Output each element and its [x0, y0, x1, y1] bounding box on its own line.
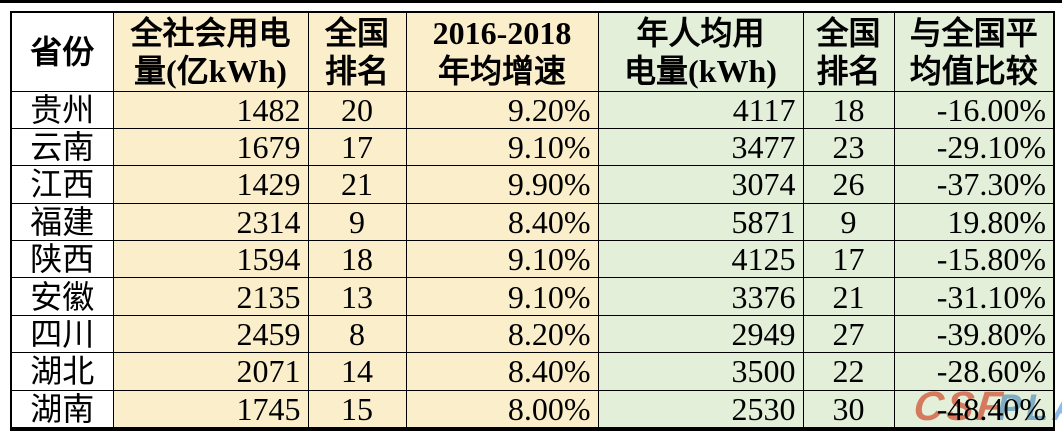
header-national-rank-1: 全国 排名 — [307, 11, 407, 92]
header-per-capita: 年人均用 电量(kWh) — [597, 11, 804, 92]
cell-per-capita: 4125 — [597, 240, 804, 279]
cell-total-consumption: 1594 — [112, 240, 309, 279]
cell-growth-rate: 9.10% — [405, 127, 599, 167]
cell-province: 四川 — [10, 314, 114, 354]
cell-growth-rate: 9.10% — [405, 240, 599, 279]
cell-total-consumption: 1482 — [112, 90, 309, 129]
cell-province: 贵州 — [10, 90, 114, 129]
cell-per-capita: 3500 — [597, 352, 804, 391]
cell-province: 陕西 — [10, 240, 114, 279]
cell-national-rank-consumption: 14 — [307, 352, 407, 391]
cell-total-consumption: 2314 — [112, 202, 309, 242]
cell-growth-rate: 8.40% — [405, 352, 599, 391]
cell-national-rank-per-capita: 26 — [802, 165, 895, 204]
header-national-rank-2: 全国 排名 — [802, 11, 895, 92]
cell-national-rank-consumption: 13 — [307, 277, 407, 316]
cell-total-consumption: 1745 — [112, 389, 309, 430]
header-total-consumption: 全社会用电 量(亿kWh) — [112, 11, 309, 92]
cell-national-rank-per-capita: 9 — [802, 202, 895, 242]
header-vs-national-average: 与全国平 均值比较 — [893, 11, 1055, 92]
cell-national-rank-consumption: 21 — [307, 165, 407, 204]
cell-vs-national-average: -37.30% — [893, 165, 1055, 204]
cell-vs-national-average: -48.40% — [893, 389, 1055, 430]
cell-national-rank-consumption: 8 — [307, 314, 407, 354]
province-electricity-table: 省份 全社会用电 量(亿kWh) 全国 排名 2016-2018 年均增速 年人… — [10, 11, 1055, 431]
cell-vs-national-average: -29.10% — [893, 127, 1055, 167]
table-row: 安徽 2135 13 9.10% 3376 21 -31.10% — [10, 277, 1055, 316]
cell-province: 江西 — [10, 165, 114, 204]
cell-national-rank-per-capita: 22 — [802, 352, 895, 391]
header-row: 省份 全社会用电 量(亿kWh) 全国 排名 2016-2018 年均增速 年人… — [10, 11, 1055, 92]
cell-vs-national-average: -39.80% — [893, 314, 1055, 354]
table-row: 四川 2459 8 8.20% 2949 27 -39.80% — [10, 314, 1055, 354]
table-row: 江西 1429 21 9.90% 3074 26 -37.30% — [10, 165, 1055, 204]
table-row: 陕西 1594 18 9.10% 4125 17 -15.80% — [10, 240, 1055, 279]
cell-growth-rate: 9.10% — [405, 277, 599, 316]
cell-per-capita: 2949 — [597, 314, 804, 354]
cell-province: 湖南 — [10, 389, 114, 430]
cell-national-rank-consumption: 17 — [307, 127, 407, 167]
cell-per-capita: 3477 — [597, 127, 804, 167]
cell-national-rank-per-capita: 23 — [802, 127, 895, 167]
cell-total-consumption: 1679 — [112, 127, 309, 167]
cell-province: 湖北 — [10, 352, 114, 391]
table-body: 贵州 1482 20 9.20% 4117 18 -16.00% 云南 1679 17 9.10% 3… — [10, 90, 1055, 430]
cell-province: 安徽 — [10, 277, 114, 316]
cell-per-capita: 3074 — [597, 165, 804, 204]
cell-vs-national-average: -16.00% — [893, 90, 1055, 129]
cell-growth-rate: 8.40% — [405, 202, 599, 242]
cell-vs-national-average: -28.60% — [893, 352, 1055, 391]
table-row: 湖南 1745 15 8.00% 2530 30 -48.40% — [10, 389, 1055, 430]
cell-national-rank-per-capita: 21 — [802, 277, 895, 316]
cell-total-consumption: 2459 — [112, 314, 309, 354]
cell-per-capita: 4117 — [597, 90, 804, 129]
cell-province: 福建 — [10, 202, 114, 242]
cell-national-rank-consumption: 18 — [307, 240, 407, 279]
cell-growth-rate: 8.00% — [405, 389, 599, 430]
cell-national-rank-consumption: 20 — [307, 90, 407, 129]
cell-per-capita: 3376 — [597, 277, 804, 316]
cell-growth-rate: 8.20% — [405, 314, 599, 354]
cell-growth-rate: 9.20% — [405, 90, 599, 129]
cell-province: 云南 — [10, 127, 114, 167]
cell-per-capita: 5871 — [597, 202, 804, 242]
cell-vs-national-average: 19.80% — [893, 202, 1055, 242]
cell-national-rank-per-capita: 17 — [802, 240, 895, 279]
cell-total-consumption: 2135 — [112, 277, 309, 316]
table-row: 云南 1679 17 9.10% 3477 23 -29.10% — [10, 127, 1055, 167]
cell-national-rank-per-capita: 27 — [802, 314, 895, 354]
cell-vs-national-average: -15.80% — [893, 240, 1055, 279]
cell-vs-national-average: -31.10% — [893, 277, 1055, 316]
cell-national-rank-consumption: 9 — [307, 202, 407, 242]
table-row: 福建 2314 9 8.40% 5871 9 19.80% — [10, 202, 1055, 242]
cell-growth-rate: 9.90% — [405, 165, 599, 204]
cell-per-capita: 2530 — [597, 389, 804, 430]
cell-national-rank-per-capita: 30 — [802, 389, 895, 430]
cell-total-consumption: 1429 — [112, 165, 309, 204]
header-growth-rate: 2016-2018 年均增速 — [405, 11, 599, 92]
cell-total-consumption: 2071 — [112, 352, 309, 391]
cell-national-rank-per-capita: 18 — [802, 90, 895, 129]
cell-national-rank-consumption: 15 — [307, 389, 407, 430]
table-row: 湖北 2071 14 8.40% 3500 22 -28.60% — [10, 352, 1055, 391]
top-rule — [0, 0, 1062, 3]
table-row: 贵州 1482 20 9.20% 4117 18 -16.00% — [10, 90, 1055, 129]
header-province: 省份 — [10, 11, 114, 92]
